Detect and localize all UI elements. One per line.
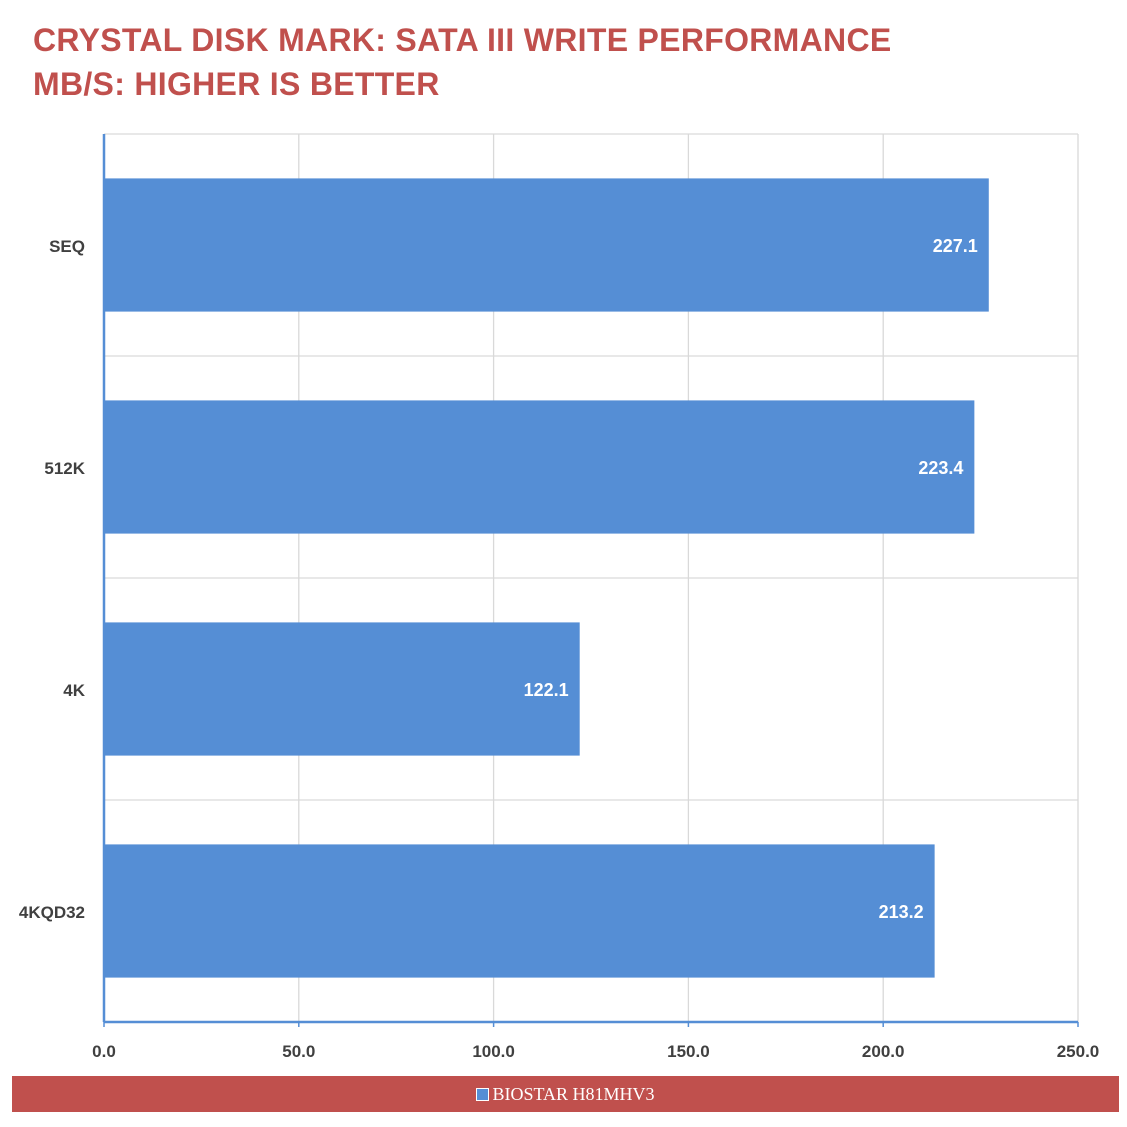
legend: BIOSTAR H81MHV3 [12,1076,1119,1112]
category-label: 4K [63,681,85,700]
labels: 227.1 SEQ 223.4 512K 122.1 4K 213.2 4KQD32 0.0 50… [19,236,1099,1061]
bar-chart: 227.1 SEQ 223.4 512K 122.1 4K 213.2 4KQD32 0.0 50… [19,133,1099,1061]
category-label: SEQ [49,237,85,256]
axes [102,134,1079,1027]
chart-subtitle: MB/S: HIGHER IS BETTER [33,66,440,102]
category-label: 4KQD32 [19,903,85,922]
bar [104,622,580,756]
data-label: 223.4 [918,458,963,478]
bar [104,178,989,312]
bar [104,400,975,534]
x-tick-label: 100.0 [472,1042,515,1061]
data-label: 227.1 [933,236,978,256]
category-label: 512K [44,459,85,478]
data-label: 122.1 [524,680,569,700]
legend-label: BIOSTAR H81MHV3 [492,1083,655,1104]
x-tick-label: 250.0 [1057,1042,1100,1061]
bar [104,844,935,978]
legend-swatch [476,1087,490,1101]
x-tick-label: 150.0 [667,1042,710,1061]
x-tick-label: 200.0 [862,1042,905,1061]
bars [104,178,989,978]
data-label: 213.2 [879,902,924,922]
x-tick-label: 50.0 [282,1042,315,1061]
chart-title: CRYSTAL DISK MARK: SATA III WRITE PERFOR… [33,22,892,58]
x-tick-label: 0.0 [92,1042,116,1061]
